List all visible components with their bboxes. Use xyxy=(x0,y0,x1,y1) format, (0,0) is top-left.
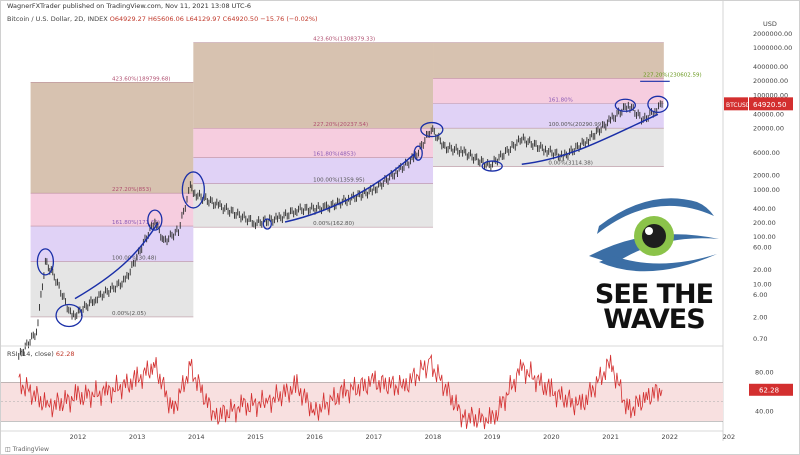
annotation-trend-arc xyxy=(284,152,416,223)
rsi-line xyxy=(18,353,663,430)
annotation-circle xyxy=(481,160,503,172)
price-tick-label: 20.00 xyxy=(753,266,772,274)
tradingview-footer: ◫ TradingView xyxy=(5,446,49,453)
price-tick-label: 400000.00 xyxy=(753,63,788,71)
fib-zone-0-3 xyxy=(30,82,194,194)
annotation-circle xyxy=(420,121,444,138)
price-badge-symbol: BTCUSD xyxy=(726,102,751,109)
fib-label: 423.60%(1308379.33) xyxy=(313,37,375,43)
fib-label: 423.60%(189799.68) xyxy=(112,76,171,82)
fib-label: 0.00%(162.80) xyxy=(313,221,354,227)
price-tick-label: 1000.00 xyxy=(753,186,780,194)
annotation-circle xyxy=(181,171,205,209)
time-tick-label: 2014 xyxy=(188,433,205,441)
time-tick-label: 2019 xyxy=(484,433,501,441)
fib-label: 227.20%(20237.54) xyxy=(313,122,368,128)
fib-zone-0-1 xyxy=(30,226,194,262)
fib-label: 161.80%(171.66) xyxy=(112,220,160,226)
time-tick-label: 2012 xyxy=(70,433,87,441)
price-tick-label: 2.00 xyxy=(753,313,767,321)
price-tick-label: 60.00 xyxy=(753,244,772,252)
fib-zone-2-3 xyxy=(433,42,664,79)
price-tick-label: 40000.00 xyxy=(753,110,784,118)
price-tick-label: 400.00 xyxy=(753,205,776,213)
price-badge-value-bg xyxy=(749,97,793,111)
fib-label: 161.80%(4853) xyxy=(313,152,356,158)
symbol-name: Bitcoin / U.S. Dollar, 2D, INDEX xyxy=(7,15,108,23)
annotation-circle xyxy=(262,218,272,230)
rsi-badge-bg xyxy=(749,383,793,396)
rsi-tick-label: 40.00 xyxy=(755,408,774,416)
rsi-value: 62.28 xyxy=(55,350,75,358)
fib-zone-2-0 xyxy=(433,128,664,167)
time-tick-label: 2015 xyxy=(247,433,264,441)
price-tick-label: 200000.00 xyxy=(753,77,788,85)
annotation-circle xyxy=(647,95,669,113)
footer-text: TradingView xyxy=(12,446,49,453)
rsi-tick-label: 80.00 xyxy=(755,369,774,377)
rsi-badge-value: 62.28 xyxy=(759,386,779,394)
see-the-waves-logo: SEE THE WAVES xyxy=(579,194,729,339)
ohlc-values: O64929.27 H65606.06 L64129.97 C64920.50 … xyxy=(109,15,318,23)
price-tick-label: 2000.00 xyxy=(753,172,780,180)
annotation-trend-arc xyxy=(74,222,159,300)
time-tick-label: 2016 xyxy=(306,433,323,441)
time-tick-label: 2022 xyxy=(661,433,678,441)
time-tick-label: 202 xyxy=(723,433,735,441)
time-tick-label: 2020 xyxy=(543,433,560,441)
logo-line2: WAVES xyxy=(603,304,705,335)
fib-label: 161.80% xyxy=(548,97,572,103)
fib-label: 100.00%(20290.99) xyxy=(548,122,603,128)
price-tick-label: 2000000.00 xyxy=(753,30,792,38)
time-tick-label: 2013 xyxy=(129,433,146,441)
tradingview-logo-icon: ◫ xyxy=(5,446,11,453)
price-axis-title: USD xyxy=(763,20,777,28)
price-badge-symbol-bg xyxy=(724,97,748,111)
fib-zone-1-3 xyxy=(193,42,434,129)
annotation-circle xyxy=(55,303,83,328)
time-tick-label: 2017 xyxy=(366,433,383,441)
publisher-line: WagnerFXTrader published on TradingView.… xyxy=(7,2,252,10)
price-tick-label: 1000000.00 xyxy=(753,44,792,52)
fib-label: 0.00%(2.05) xyxy=(112,311,146,317)
annotation-trend-arc xyxy=(521,113,659,165)
rsi-label: RSI (14, close) xyxy=(7,350,54,358)
fib-label: 100.00%(1359.95) xyxy=(313,178,365,184)
time-tick-label: 2021 xyxy=(602,433,619,441)
price-badge-value: 64920.50 xyxy=(753,101,786,109)
logo-line1: SEE THE xyxy=(594,279,714,310)
fib-label: 100.00%(30.48) xyxy=(112,256,157,262)
fib-zone-1-2 xyxy=(193,128,434,158)
rsi-legend: RSI (14, close) 62.28 xyxy=(7,350,75,358)
price-tick-label: 20000.00 xyxy=(753,124,784,132)
price-tick-label: 100000.00 xyxy=(753,91,788,99)
price-tick-label: 0.70 xyxy=(753,335,767,343)
fib-label: 227.20%(853) xyxy=(112,187,151,193)
annotation-circle xyxy=(36,248,55,276)
price-tick-label: 100.00 xyxy=(753,233,776,241)
time-tick-label: 2018 xyxy=(425,433,442,441)
price-tick-label: 10.00 xyxy=(753,280,772,288)
fib-zone-0-2 xyxy=(30,193,194,227)
price-tick-label: 6.00 xyxy=(753,291,767,299)
fib-label: 227.20%(230602.59) xyxy=(643,72,702,78)
price-tick-label: 200.00 xyxy=(753,219,776,227)
annotation-circle xyxy=(147,209,163,231)
eye-icon xyxy=(589,198,719,272)
fib-label: 0.00%(3114.38) xyxy=(548,161,593,167)
annotation-circle xyxy=(614,98,637,112)
price-tick-label: 6000.00 xyxy=(753,149,780,157)
symbol-line: Bitcoin / U.S. Dollar, 2D, INDEX O64929.… xyxy=(7,15,318,23)
